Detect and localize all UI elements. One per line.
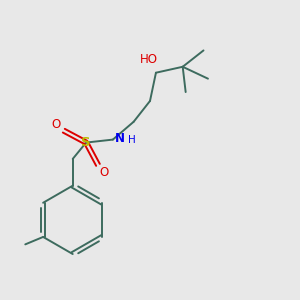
Text: HO: HO (140, 53, 158, 66)
Text: O: O (52, 118, 61, 131)
Text: H: H (128, 135, 136, 145)
Text: N: N (114, 132, 124, 145)
Text: O: O (99, 166, 109, 179)
Text: S: S (81, 136, 91, 149)
